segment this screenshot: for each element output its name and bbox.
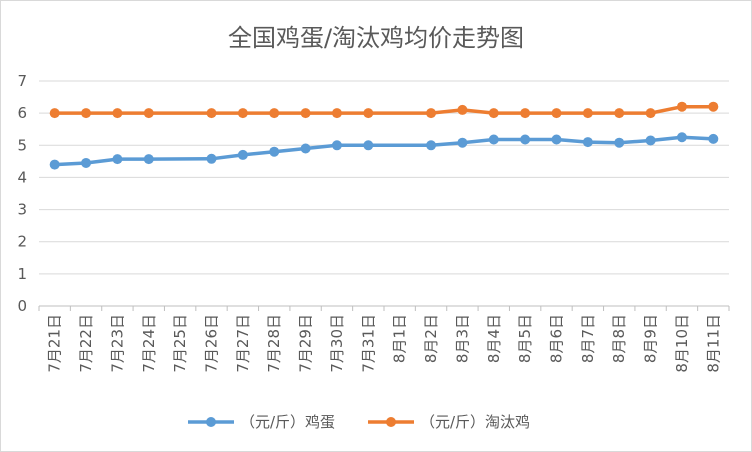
data-point (551, 108, 562, 119)
x-axis-ticks: 7月21日 7月22日 7月23日 7月24日 7月25日 7月26日 7月27日 7月28日… (38, 306, 730, 373)
data-point (582, 137, 593, 148)
y-tick-label: 7 (17, 72, 27, 90)
x-tick-label: 7月31日 (359, 314, 377, 373)
y-tick-label: 6 (17, 104, 27, 122)
x-tick-label: 7月22日 (77, 314, 95, 373)
data-point (206, 108, 217, 119)
x-tick-label: 8月8日 (610, 314, 628, 363)
data-point (49, 159, 60, 170)
x-tick-label: 8月9日 (642, 314, 660, 363)
x-tick-label: 8月3日 (453, 314, 471, 363)
x-tick-label: 8月2日 (422, 314, 440, 363)
x-tick-label: 7月30日 (328, 314, 346, 373)
x-tick-label: 8月4日 (485, 314, 503, 363)
data-point (363, 140, 374, 151)
data-point (457, 137, 468, 148)
series-line-1 (54, 104, 714, 115)
legend: （元/斤）鸡蛋 （元/斤）淘汰鸡 (188, 413, 530, 431)
data-point (551, 134, 562, 145)
data-point (143, 154, 154, 165)
data-point (645, 108, 656, 119)
legend-label: （元/斤）淘汰鸡 (420, 413, 530, 431)
data-point (112, 108, 123, 119)
x-tick-label: 8月1日 (391, 314, 409, 363)
data-point (49, 108, 60, 119)
x-tick-label: 7月27日 (234, 314, 252, 373)
data-point (488, 134, 499, 145)
data-point (426, 140, 437, 151)
x-tick-label: 7月26日 (203, 314, 221, 373)
data-point (81, 157, 92, 168)
y-axis-ticks: 0 1 2 3 4 5 6 7 (17, 72, 27, 315)
data-point (457, 104, 468, 115)
data-point (143, 108, 154, 119)
data-point (520, 134, 531, 145)
data-point (81, 108, 92, 119)
data-point (300, 108, 311, 119)
y-tick-label: 2 (17, 233, 27, 251)
data-point (676, 132, 687, 143)
series-line-0 (54, 135, 714, 167)
series-group (49, 101, 719, 170)
data-point (269, 146, 280, 157)
x-tick-label: 8月11日 (704, 314, 722, 373)
y-tick-label: 4 (17, 168, 27, 186)
y-tick-label: 0 (17, 297, 27, 315)
legend-swatch-marker (206, 417, 216, 427)
legend-label: （元/斤）鸡蛋 (240, 413, 335, 431)
data-point (426, 108, 437, 119)
y-tick-label: 3 (17, 201, 27, 219)
data-point (520, 108, 531, 119)
data-point (331, 108, 342, 119)
chart-title: 全国鸡蛋/淘汰鸡均价走势图 (228, 24, 524, 52)
data-point (363, 108, 374, 119)
x-tick-label: 7月21日 (46, 314, 64, 373)
x-tick-label: 7月24日 (140, 314, 158, 373)
data-point (488, 108, 499, 119)
data-point (237, 149, 248, 160)
x-tick-label: 8月5日 (516, 314, 534, 363)
x-tick-label: 7月29日 (297, 314, 315, 373)
data-point (206, 153, 217, 164)
x-tick-label: 7月23日 (108, 314, 126, 373)
data-point (676, 101, 687, 112)
data-point (300, 143, 311, 154)
x-tick-label: 8月10日 (673, 314, 691, 373)
data-point (331, 140, 342, 151)
data-point (645, 135, 656, 146)
data-point (614, 137, 625, 148)
legend-swatch-marker (386, 417, 396, 427)
y-tick-label: 1 (17, 265, 27, 283)
data-point (112, 154, 123, 165)
data-point (237, 108, 248, 119)
x-tick-label: 7月25日 (171, 314, 189, 373)
x-tick-label: 8月7日 (579, 314, 597, 363)
data-point (614, 108, 625, 119)
data-point (708, 133, 719, 144)
data-point (582, 108, 593, 119)
x-tick-label: 7月28日 (265, 314, 283, 373)
y-tick-label: 5 (17, 136, 27, 154)
data-point (269, 108, 280, 119)
x-tick-label: 8月6日 (548, 314, 566, 363)
data-point (708, 101, 719, 112)
